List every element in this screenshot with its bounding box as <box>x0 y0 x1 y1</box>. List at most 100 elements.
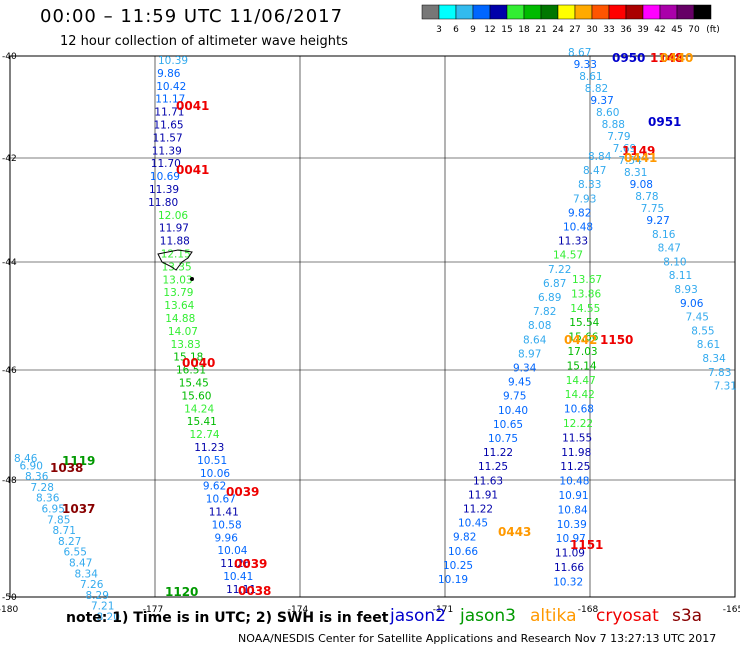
wave-height-label: 15.41 <box>187 416 217 428</box>
colorbar-tick-label: 45 <box>671 25 682 34</box>
wave-height-label: 13.64 <box>164 300 194 312</box>
colorbar-swatch <box>540 4 559 20</box>
wave-height-label: 8.64 <box>523 334 547 346</box>
pass-time-label: 1119 <box>62 454 95 468</box>
wave-height-label: 12.06 <box>158 210 188 222</box>
wave-height-label: 11.39 <box>152 145 182 157</box>
wave-height-label: 10.75 <box>488 433 518 445</box>
legend-altika: altika <box>530 606 577 626</box>
colorbar-swatch <box>608 4 627 20</box>
wave-height-label: 14.55 <box>570 303 600 315</box>
colorbar-tick-label: 21 <box>535 25 546 34</box>
wave-height-label: 9.33 <box>574 59 597 71</box>
wave-height-label: 9.96 <box>215 532 239 544</box>
wave-height-label: 10.68 <box>564 404 594 416</box>
colorbar-tick-label: 12 <box>484 25 495 34</box>
wave-height-label: 13.79 <box>163 287 193 299</box>
colorbar-swatch <box>557 4 576 20</box>
colorbar-unit: (ft) <box>706 25 720 34</box>
wave-height-label: 11.22 <box>483 447 513 459</box>
colorbar-swatch <box>693 4 712 20</box>
colorbar-swatch <box>489 4 508 20</box>
x-tick-label: -177 <box>143 605 163 615</box>
pass-time-label: 0441 <box>624 151 657 165</box>
colorbar-swatch <box>591 4 610 20</box>
colorbar-swatch <box>523 4 542 20</box>
wave-height-label: 7.31 <box>714 381 737 393</box>
credit-text: NOAA/NESDIS Center for Satellite Applica… <box>238 632 717 645</box>
pass-time-label: 0950 <box>612 51 645 65</box>
colorbar-tick-label: 39 <box>637 25 649 34</box>
wave-height-label: 10.84 <box>558 504 588 516</box>
wave-height-label: 8.27 <box>58 536 81 548</box>
wave-height-label: 8.60 <box>596 107 619 119</box>
wave-height-label: 9.37 <box>590 95 613 107</box>
pass-time-label: 0041 <box>176 163 209 177</box>
wave-height-label: 8.29 <box>86 590 109 602</box>
wave-height-label: 6.95 <box>42 504 65 516</box>
wave-height-label: 10.39 <box>158 55 188 67</box>
wave-height-label: 7.28 <box>31 482 54 494</box>
wave-height-label: 15.45 <box>179 378 209 390</box>
wave-height-label: 8.93 <box>674 284 697 296</box>
wave-height-label: 7.75 <box>641 203 664 215</box>
wave-height-label: 10.04 <box>217 545 247 557</box>
wave-height-label: 13.86 <box>571 288 601 300</box>
colorbar-swatch <box>421 4 440 20</box>
island-dot <box>190 277 194 281</box>
wave-height-label: 15.66 <box>568 332 598 344</box>
wave-height-label: 13.03 <box>163 274 193 286</box>
pass-time-label: 0443 <box>498 525 531 539</box>
wave-height-label: 11.63 <box>473 475 503 487</box>
wave-height-label: 11.11 <box>226 584 256 596</box>
wave-height-label: 13.35 <box>162 261 192 273</box>
wave-height-label: 13.67 <box>572 274 602 286</box>
wave-height-label: 6.89 <box>538 292 561 304</box>
map-subtitle: 12 hour collection of altimeter wave hei… <box>60 34 348 49</box>
y-tick-label: -42 <box>2 154 17 164</box>
y-tick-label: -44 <box>2 258 17 268</box>
wave-height-label: 8.47 <box>583 165 606 177</box>
pass-time-label: 0041 <box>176 99 209 113</box>
wave-height-label: 14.47 <box>566 375 596 387</box>
wave-height-label: 7.26 <box>80 579 104 591</box>
wave-height-label: 7.85 <box>47 514 70 526</box>
wave-height-label: 10.58 <box>212 519 242 531</box>
note-text: note: 1) Time is in UTC; 2) SWH is in fe… <box>66 610 389 626</box>
wave-height-label: 11.57 <box>153 132 183 144</box>
wave-height-label: 10.06 <box>200 468 230 480</box>
wave-height-label: 7.21 <box>91 601 114 613</box>
legend-s3a: s3a <box>672 606 703 626</box>
colorbar-swatch <box>574 4 593 20</box>
wave-height-label: 14.57 <box>553 250 583 262</box>
pass-time-label: 0039 <box>226 485 259 499</box>
colorbar-tick-label: 18 <box>518 25 530 34</box>
wave-height-label: 11.39 <box>149 184 179 196</box>
wave-height-label: 9.06 <box>680 298 704 310</box>
wave-height-label: 9.34 <box>513 363 537 375</box>
wave-height-label: 8.36 <box>25 471 49 483</box>
wave-height-label: 7.69 <box>613 143 636 155</box>
colorbar-tick-label: 3 <box>436 25 442 34</box>
wave-height-label: 14.07 <box>168 326 198 338</box>
wave-height-label: 15.14 <box>567 360 597 372</box>
wave-height-label: 8.11 <box>669 270 692 282</box>
wave-height-label: 7.93 <box>573 193 596 205</box>
wave-height-label: 8.36 <box>36 493 60 505</box>
pass-time-label: 0038 <box>238 584 271 598</box>
map-frame <box>9 55 736 598</box>
pass-time-label: 1148 <box>650 51 683 65</box>
wave-height-label: 15.60 <box>181 390 211 402</box>
wave-height-label: 9.75 <box>503 391 526 403</box>
colorbar-swatch <box>625 4 644 20</box>
wave-height-label: 8.31 <box>624 167 647 179</box>
wave-height-label: 8.34 <box>702 353 726 365</box>
y-tick-label: -50 <box>2 593 17 603</box>
pass-time-label: 1120 <box>165 585 198 599</box>
colorbar-tick-label: 27 <box>569 25 580 34</box>
pass-time-label: 0040 <box>182 356 215 370</box>
wave-height-label: 10.51 <box>197 455 227 467</box>
colorbar-swatch <box>659 4 678 20</box>
y-tick-label: -46 <box>2 366 17 376</box>
